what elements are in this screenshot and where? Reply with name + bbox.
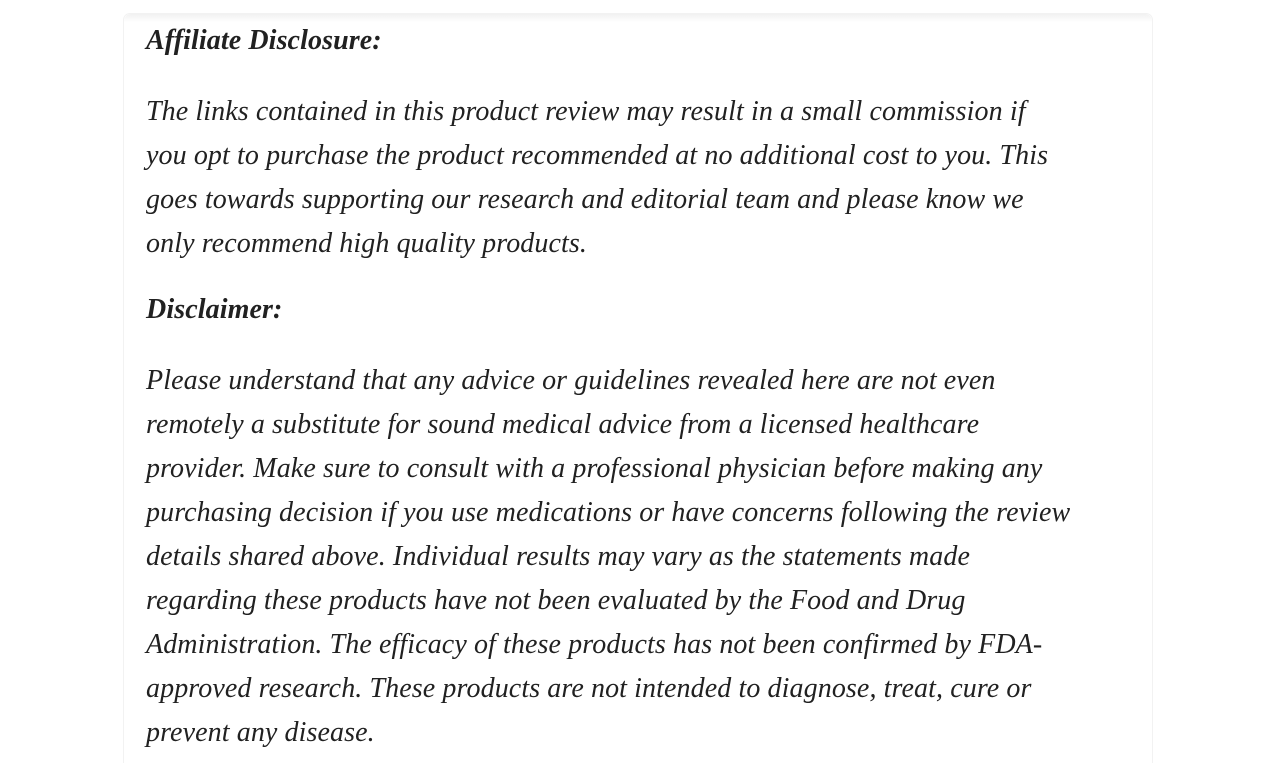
affiliate-disclosure-section: Affiliate Disclosure: The links containe… [146,19,1148,266]
affiliate-disclosure-paragraph: The links contained in this product revi… [146,96,1049,259]
affiliate-disclosure-heading: Affiliate Disclosure: [146,25,382,56]
disclaimer-section: Disclaimer: Please understand that any a… [146,288,1148,755]
disclaimer-paragraph: Please understand that any advice or gui… [146,365,1071,748]
disclaimer-heading: Disclaimer: [146,294,283,325]
article-column: Affiliate Disclosure: The links containe… [123,13,1153,763]
